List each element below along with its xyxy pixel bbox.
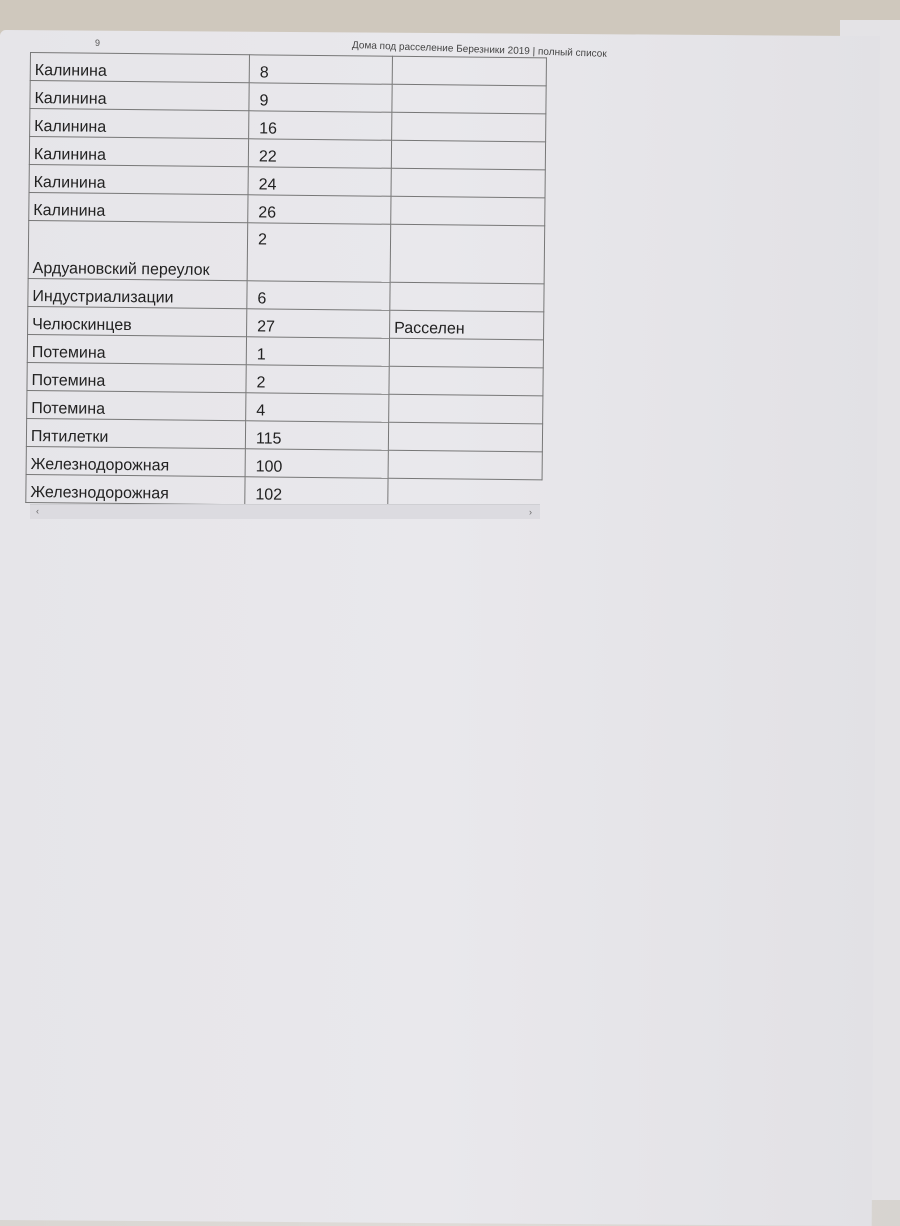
cell-number: 115 — [245, 420, 389, 451]
cell-number: 100 — [245, 448, 389, 479]
scroll-right-icon: › — [529, 507, 532, 517]
cell-street: Индустриализации — [27, 278, 248, 309]
cell-status — [388, 366, 544, 396]
cell-street: Калинина — [28, 192, 249, 223]
cell-street: Калинина — [29, 136, 249, 167]
cell-number: 9 — [248, 82, 393, 113]
cell-street: Потемина — [27, 334, 247, 365]
cell-status — [390, 224, 545, 284]
cell-street: Железнодорожная — [26, 446, 246, 477]
cell-street: Железнодорожная — [25, 474, 246, 505]
cell-status — [390, 196, 546, 226]
table-row: Ардуановский переулок 2 — [28, 220, 545, 284]
houses-table: Калинина 8 Калинина 9 Калинина 16 Калинина 22 Ка… — [25, 52, 547, 508]
cell-status — [391, 168, 546, 198]
horizontal-scrollbar: ‹ › — [30, 504, 540, 519]
cell-street: Калинина — [30, 52, 250, 83]
cell-street: Челюскинцев — [27, 306, 247, 337]
cell-number: 22 — [248, 138, 392, 169]
cell-number: 102 — [244, 476, 389, 507]
cell-number: 8 — [249, 54, 393, 85]
cell-number: 1 — [246, 336, 390, 367]
cell-status: Расселен — [389, 310, 544, 340]
cell-status — [388, 394, 543, 424]
cell-number: 6 — [246, 280, 391, 311]
cell-status — [388, 422, 543, 452]
cell-number: 24 — [248, 166, 392, 197]
cell-street: Калинина — [29, 80, 250, 111]
cell-street: Пятилетки — [26, 418, 246, 449]
cell-street: Потемина — [26, 362, 247, 393]
table-row: Железнодорожная 102 — [25, 474, 542, 507]
cell-status — [389, 338, 544, 368]
cell-street: Калинина — [29, 164, 249, 195]
cell-street: Калинина — [29, 108, 249, 139]
cell-number: 2 — [245, 364, 390, 395]
cell-number: 27 — [246, 308, 390, 339]
cell-status — [389, 282, 545, 312]
cell-status — [391, 140, 546, 170]
cell-street: Потемина — [26, 390, 246, 421]
cell-status — [391, 84, 547, 114]
cell-status — [391, 112, 546, 142]
cell-number: 4 — [245, 392, 389, 423]
scroll-left-icon: ‹ — [36, 506, 39, 516]
cell-number: 2 — [247, 222, 391, 283]
cell-street: Ардуановский переулок — [28, 220, 248, 281]
cell-status — [392, 56, 547, 86]
cell-number: 26 — [247, 194, 392, 225]
header-date-fragment: 9 — [95, 38, 101, 48]
cell-status — [388, 450, 543, 480]
cell-number: 16 — [248, 110, 392, 141]
